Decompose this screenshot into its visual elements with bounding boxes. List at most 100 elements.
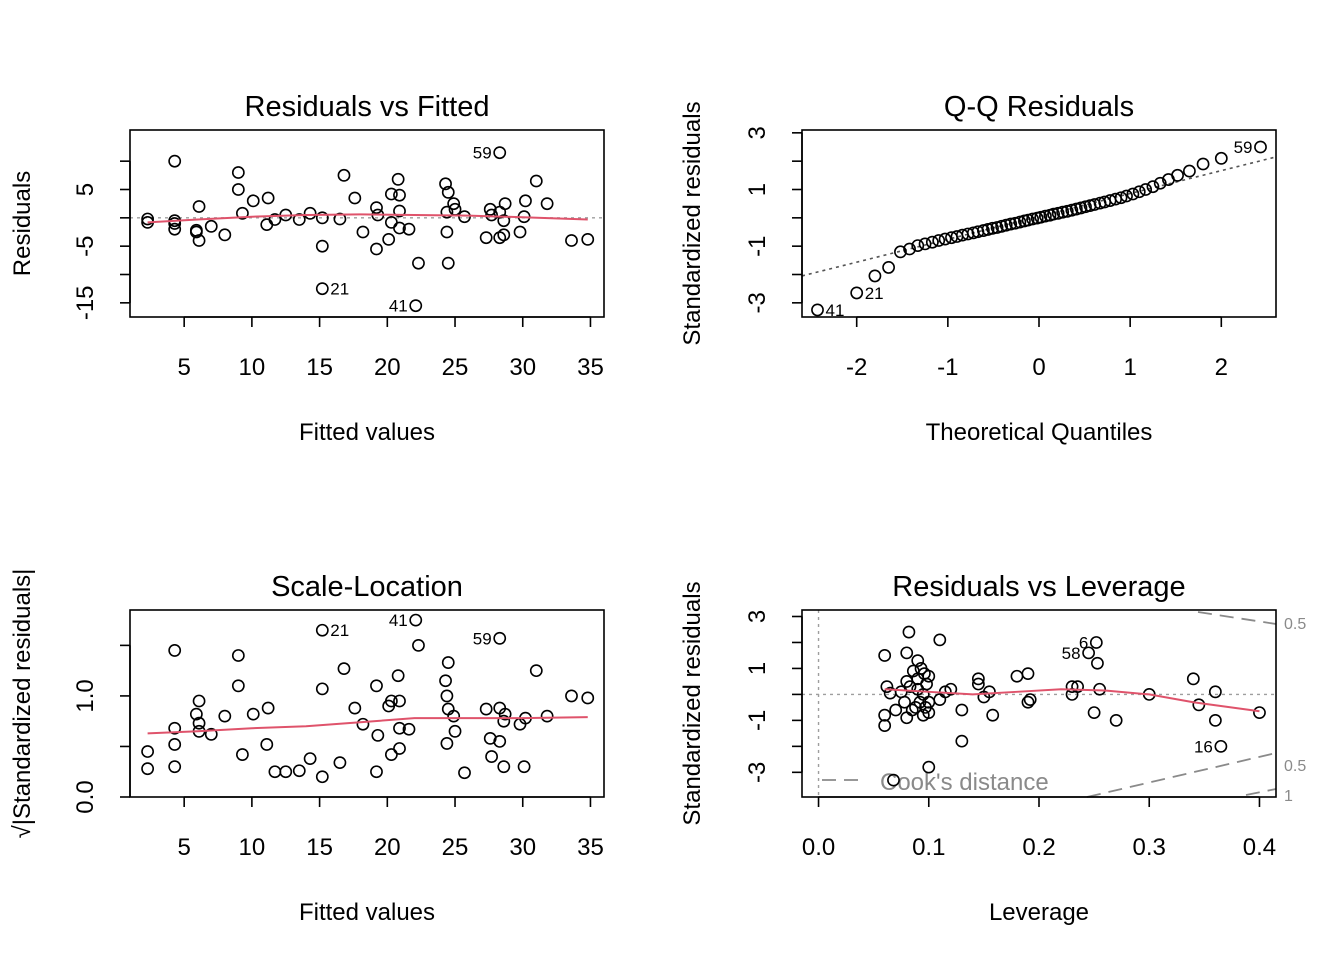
data-point	[1153, 176, 1167, 190]
data-point	[189, 707, 203, 721]
data-point	[168, 222, 182, 236]
data-points	[141, 146, 595, 313]
y-axis: -15 -5 5	[72, 160, 131, 320]
data-point	[944, 682, 958, 696]
data-point	[479, 231, 493, 245]
y-tick-label: 0.0	[72, 780, 99, 813]
cooks-contour-upper	[1197, 611, 1277, 625]
data-point	[192, 200, 206, 213]
x-tick-label: 15	[306, 354, 333, 381]
x-tick-label: 25	[442, 834, 469, 861]
point-label: 6	[1079, 633, 1088, 652]
y-tick-label: -15	[72, 285, 99, 320]
point-label: 59	[473, 144, 492, 163]
data-point	[1183, 164, 1196, 178]
data-point	[493, 146, 507, 160]
data-point	[393, 188, 406, 202]
data-point	[1214, 739, 1228, 753]
point-label: 16	[1194, 737, 1213, 756]
data-point	[1126, 187, 1140, 201]
data-point	[529, 664, 543, 678]
data-point	[903, 680, 917, 694]
data-point	[393, 721, 406, 735]
smooth-line	[147, 213, 588, 224]
data-point	[315, 239, 329, 253]
data-point	[493, 735, 507, 748]
data-point	[1065, 680, 1079, 694]
data-point	[581, 691, 595, 705]
data-point	[540, 197, 554, 211]
data-point	[168, 644, 182, 657]
chart-panel-1: Residuals vs Fitted 59 21 41 5 10 15 20 25 30 35 Fi…	[9, 91, 605, 446]
data-point	[192, 694, 206, 708]
point-label: 58	[1062, 644, 1081, 663]
data-point	[384, 694, 398, 708]
x-tick-label: 2	[1215, 354, 1228, 381]
x-tick-label: 10	[239, 354, 266, 381]
data-point	[292, 764, 306, 778]
chart-panel-2: Q-Q Residuals 59 21 41 -2 -1 0 1 2 Theoretical Qu…	[679, 91, 1277, 446]
data-point	[1208, 713, 1222, 727]
data-point	[878, 649, 892, 662]
x-axis-label: Fitted values	[299, 419, 435, 446]
data-point	[236, 206, 249, 220]
data-point	[261, 191, 275, 205]
x-tick-label: 0.3	[1133, 834, 1166, 861]
x-tick-label: 30	[509, 834, 536, 861]
data-point	[447, 197, 461, 211]
data-point	[393, 221, 406, 235]
data-point	[878, 708, 892, 722]
data-point	[811, 303, 824, 317]
data-point	[231, 183, 245, 196]
data-point	[479, 702, 493, 716]
x-axis: 5 10 15 20 25 30 35	[177, 796, 604, 861]
data-point	[900, 711, 914, 725]
point-label: 41	[825, 301, 844, 320]
data-point	[370, 242, 383, 256]
data-point	[370, 679, 383, 693]
data-point	[1091, 656, 1104, 670]
x-tick-label: 5	[177, 834, 190, 861]
point-label: 21	[330, 280, 349, 299]
data-point	[1010, 669, 1024, 683]
data-point	[1038, 209, 1052, 223]
y-tick-label: -1	[744, 710, 771, 731]
data-point	[938, 232, 952, 246]
x-axis: -2 -1 0 1 2	[846, 316, 1228, 381]
data-point	[384, 748, 398, 761]
point-label: 21	[865, 284, 884, 303]
data-point	[458, 766, 471, 780]
y-tick-label: 3	[744, 126, 771, 139]
data-point	[905, 703, 919, 717]
x-axis: 0.0 0.1 0.2 0.3 0.4	[802, 796, 1276, 861]
data-point	[1047, 207, 1060, 221]
data-point	[1196, 157, 1210, 171]
data-point	[1026, 212, 1040, 226]
data-point	[1120, 189, 1133, 203]
data-point	[497, 760, 511, 774]
data-point	[246, 194, 260, 208]
x-tick-label: 1	[1123, 354, 1136, 381]
data-point	[333, 756, 347, 770]
data-point	[868, 269, 882, 283]
data-point	[898, 695, 911, 709]
data-point	[1254, 140, 1267, 154]
data-point	[268, 213, 282, 226]
data-point	[955, 734, 969, 748]
data-point	[581, 232, 595, 246]
data-point	[971, 677, 985, 691]
x-tick-label: 20	[374, 834, 401, 861]
data-point	[932, 234, 946, 247]
x-tick-label: 35	[577, 354, 604, 381]
data-point	[393, 204, 406, 218]
cooks-level-label: 1	[1284, 788, 1293, 805]
data-point	[498, 197, 512, 211]
data-point	[1171, 168, 1184, 182]
data-point	[441, 185, 455, 199]
x-axis-label: Leverage	[989, 899, 1089, 926]
y-axis-label: Standardized residuals	[679, 101, 706, 345]
data-point	[315, 682, 329, 696]
data-point	[894, 245, 907, 259]
data-point	[348, 191, 362, 205]
data-point	[303, 206, 317, 220]
